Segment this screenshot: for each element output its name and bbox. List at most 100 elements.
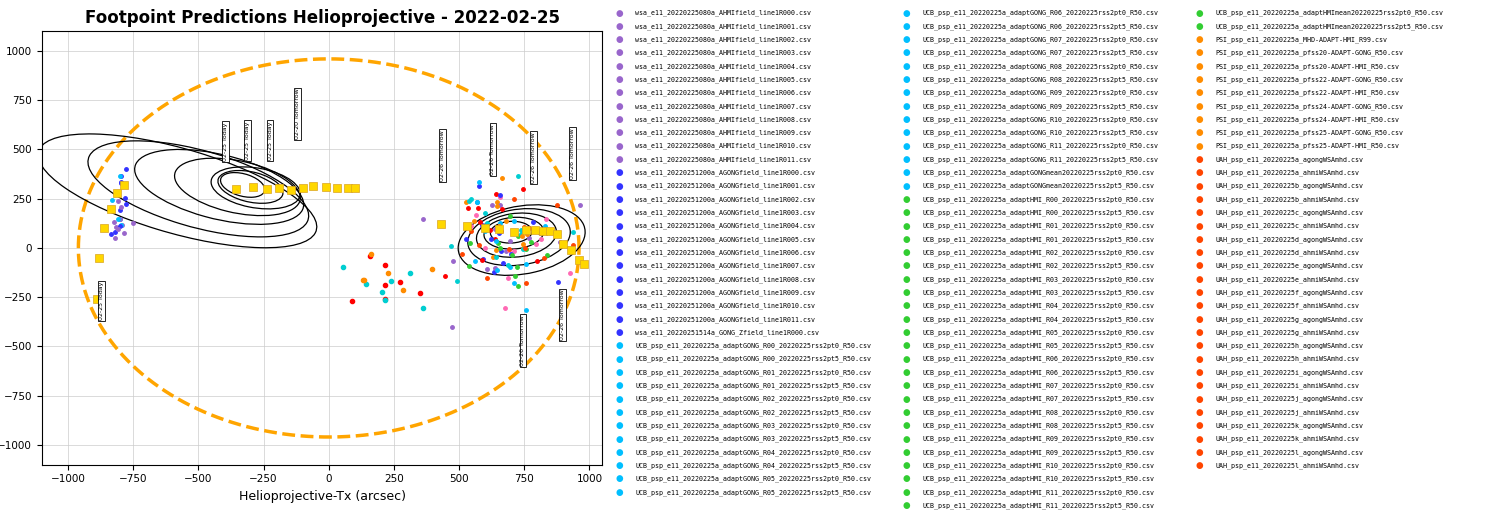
Text: ●: ● <box>1196 408 1203 417</box>
Text: ●: ● <box>903 235 910 244</box>
Text: UCB_psp_e11_20220225a_adaptGONG_R09_20220225rss2pt5_R50.csv: UCB_psp_e11_20220225a_adaptGONG_R09_2022… <box>922 103 1159 110</box>
Text: ●: ● <box>616 381 623 390</box>
Text: PSI_psp_e11_20220225a_pfss22-ADAPT-HMI_R50.csv: PSI_psp_e11_20220225a_pfss22-ADAPT-HMI_R… <box>1215 90 1399 96</box>
Text: ●: ● <box>903 168 910 177</box>
Text: wsa_e11_20220225080a_AHMIfield_line1R010.csv: wsa_e11_20220225080a_AHMIfield_line1R010… <box>635 143 812 149</box>
Text: UCB_psp_e11_20220225a_adaptHMI_R04_20220225rss2pt5_R50.csv: UCB_psp_e11_20220225a_adaptHMI_R04_20220… <box>922 316 1154 323</box>
Text: 02-25 Today: 02-25 Today <box>245 122 250 160</box>
Text: ●: ● <box>903 128 910 137</box>
Text: ●: ● <box>903 315 910 324</box>
Text: ●: ● <box>903 35 910 44</box>
Text: UCB_psp_e11_20220225a_adaptGONG_R05_20220225rss2pt5_R50.csv: UCB_psp_e11_20220225a_adaptGONG_R05_2022… <box>635 489 872 495</box>
Text: ●: ● <box>903 102 910 111</box>
Text: ●: ● <box>616 155 623 164</box>
Text: ●: ● <box>1196 195 1203 204</box>
Text: UCB_psp_e11_20220225a_adaptHMImean20220225rss2pt5_R50.csv: UCB_psp_e11_20220225a_adaptHMImean202202… <box>1215 23 1444 30</box>
Text: UAH_psp_e11_20220225d_agongWSAmhd.csv: UAH_psp_e11_20220225d_agongWSAmhd.csv <box>1215 236 1363 243</box>
Text: UCB_psp_e11_20220225a_adaptHMI_R01_20220225rss2pt5_R50.csv: UCB_psp_e11_20220225a_adaptHMI_R01_20220… <box>922 236 1154 243</box>
Text: UCB_psp_e11_20220225a_adaptGONGmean20220225rss2pt5_R50.csv: UCB_psp_e11_20220225a_adaptGONGmean20220… <box>922 183 1154 189</box>
Text: ●: ● <box>1196 102 1203 111</box>
Text: UCB_psp_e11_20220225a_adaptHMI_R00_20220225rss2pt5_R50.csv: UCB_psp_e11_20220225a_adaptHMI_R00_20220… <box>922 209 1154 216</box>
Text: ●: ● <box>1196 448 1203 457</box>
Text: ●: ● <box>903 301 910 311</box>
Text: ●: ● <box>903 195 910 204</box>
Text: UCB_psp_e11_20220225a_adaptHMI_R03_20220225rss2pt5_R50.csv: UCB_psp_e11_20220225a_adaptHMI_R03_20220… <box>922 289 1154 296</box>
Text: ●: ● <box>903 448 910 457</box>
Text: ●: ● <box>903 501 910 510</box>
Text: ●: ● <box>1196 128 1203 137</box>
Text: ●: ● <box>616 341 623 350</box>
Text: ●: ● <box>903 62 910 71</box>
Text: UCB_psp_e11_20220225a_adaptHMI_R10_20220225rss2pt5_R50.csv: UCB_psp_e11_20220225a_adaptHMI_R10_20220… <box>922 476 1154 482</box>
X-axis label: Helioprojective-Tx (arcsec): Helioprojective-Tx (arcsec) <box>239 490 405 503</box>
Text: UCB_psp_e11_20220225a_adaptGONG_R07_20220225rss2pt5_R50.csv: UCB_psp_e11_20220225a_adaptGONG_R07_2022… <box>922 50 1159 56</box>
Text: ●: ● <box>903 49 910 57</box>
Text: ●: ● <box>616 368 623 377</box>
Text: wsa_e11_20220251200a_AGONGfield_line1R005.csv: wsa_e11_20220251200a_AGONGfield_line1R00… <box>635 236 815 243</box>
Text: ●: ● <box>616 49 623 57</box>
Text: ●: ● <box>1196 221 1203 231</box>
Text: ●: ● <box>1196 461 1203 470</box>
Text: ●: ● <box>903 368 910 377</box>
Text: PSI_psp_e11_20220225a_pfss22-ADAPT-GONG_R50.csv: PSI_psp_e11_20220225a_pfss22-ADAPT-GONG_… <box>1215 76 1404 83</box>
Text: ●: ● <box>1196 248 1203 257</box>
Text: ●: ● <box>616 62 623 71</box>
Text: ●: ● <box>903 88 910 98</box>
Text: UCB_psp_e11_20220225a_adaptGONG_R00_20220225rss2pt5_R50.csv: UCB_psp_e11_20220225a_adaptGONG_R00_2022… <box>635 356 872 362</box>
Text: UAH_psp_e11_20220225c_agongWSAmhd.csv: UAH_psp_e11_20220225c_agongWSAmhd.csv <box>1215 209 1363 216</box>
Text: ●: ● <box>616 488 623 497</box>
Text: UAH_psp_e11_20220225k_ahmiWSAmhd.csv: UAH_psp_e11_20220225k_ahmiWSAmhd.csv <box>1215 436 1359 442</box>
Text: ●: ● <box>1196 288 1203 297</box>
Text: ●: ● <box>1196 22 1203 31</box>
Text: UCB_psp_e11_20220225a_adaptHMI_R09_20220225rss2pt5_R50.csv: UCB_psp_e11_20220225a_adaptHMI_R09_20220… <box>922 449 1154 456</box>
Text: ●: ● <box>1196 182 1203 191</box>
Text: UCB_psp_e11_20220225a_adaptGONG_R06_20220225rss2pt0_R50.csv: UCB_psp_e11_20220225a_adaptGONG_R06_2022… <box>922 10 1159 16</box>
Text: wsa_e11_20220225080a_AHMIfield_line1R001.csv: wsa_e11_20220225080a_AHMIfield_line1R001… <box>635 23 812 30</box>
Text: ●: ● <box>903 354 910 364</box>
Text: ●: ● <box>1196 262 1203 270</box>
Text: ●: ● <box>1196 115 1203 124</box>
Text: ●: ● <box>616 315 623 324</box>
Text: UCB_psp_e11_20220225a_adaptGONG_R06_20220225rss2pt5_R50.csv: UCB_psp_e11_20220225a_adaptGONG_R06_2022… <box>922 23 1159 30</box>
Text: PSI_psp_e11_20220225a_MHD-ADAPT-HMI_R99.csv: PSI_psp_e11_20220225a_MHD-ADAPT-HMI_R99.… <box>1215 37 1387 43</box>
Text: ●: ● <box>1196 354 1203 364</box>
Text: ●: ● <box>616 195 623 204</box>
Text: wsa_e11_20220225080a_AHMIfield_line1R006.csv: wsa_e11_20220225080a_AHMIfield_line1R006… <box>635 90 812 96</box>
Text: UAH_psp_e11_20220225h_ahmiWSAmhd.csv: UAH_psp_e11_20220225h_ahmiWSAmhd.csv <box>1215 356 1359 362</box>
Text: ●: ● <box>903 275 910 284</box>
Text: wsa_e11_20220225080a_AHMIfield_line1R011.csv: wsa_e11_20220225080a_AHMIfield_line1R011… <box>635 156 812 163</box>
Text: wsa_e11_20220225080a_AHMIfield_line1R002.csv: wsa_e11_20220225080a_AHMIfield_line1R002… <box>635 37 812 43</box>
Text: wsa_e11_20220251200a_AGONGfield_line1R008.csv: wsa_e11_20220251200a_AGONGfield_line1R00… <box>635 276 815 282</box>
Text: ●: ● <box>1196 88 1203 98</box>
Text: UCB_psp_e11_20220225a_adaptHMImean20220225rss2pt0_R50.csv: UCB_psp_e11_20220225a_adaptHMImean202202… <box>1215 10 1444 16</box>
Text: UCB_psp_e11_20220225a_adaptHMI_R00_20220225rss2pt0_R50.csv: UCB_psp_e11_20220225a_adaptHMI_R00_20220… <box>922 196 1154 203</box>
Text: ●: ● <box>616 102 623 111</box>
Text: UCB_psp_e11_20220225a_adaptGONG_R01_20220225rss2pt0_R50.csv: UCB_psp_e11_20220225a_adaptGONG_R01_2022… <box>635 369 872 376</box>
Text: UCB_psp_e11_20220225a_adaptGONG_R11_20220225rss2pt0_R50.csv: UCB_psp_e11_20220225a_adaptGONG_R11_2022… <box>922 143 1159 149</box>
Text: ●: ● <box>616 301 623 311</box>
Text: ●: ● <box>1196 208 1203 217</box>
Text: wsa_e11_20220251200a_AGONGfield_line1R007.csv: wsa_e11_20220251200a_AGONGfield_line1R00… <box>635 263 815 269</box>
Text: ●: ● <box>903 474 910 483</box>
Text: UAH_psp_e11_20220225e_ahmiWSAmhd.csv: UAH_psp_e11_20220225e_ahmiWSAmhd.csv <box>1215 276 1359 282</box>
Text: ●: ● <box>903 248 910 257</box>
Text: UCB_psp_e11_20220225a_adaptHMI_R11_20220225rss2pt0_R50.csv: UCB_psp_e11_20220225a_adaptHMI_R11_20220… <box>922 489 1154 495</box>
Text: ●: ● <box>1196 315 1203 324</box>
Text: UAH_psp_e11_20220225g_ahmiWSAmhd.csv: UAH_psp_e11_20220225g_ahmiWSAmhd.csv <box>1215 329 1359 336</box>
Text: UCB_psp_e11_20220225a_adaptHMI_R08_20220225rss2pt5_R50.csv: UCB_psp_e11_20220225a_adaptHMI_R08_20220… <box>922 422 1154 429</box>
Text: UAH_psp_e11_20220225i_agongWSAmhd.csv: UAH_psp_e11_20220225i_agongWSAmhd.csv <box>1215 369 1363 376</box>
Text: ●: ● <box>616 8 623 18</box>
Text: ●: ● <box>903 381 910 390</box>
Text: ●: ● <box>903 208 910 217</box>
Text: wsa_e11_20220225080a_AHMIfield_line1R003.csv: wsa_e11_20220225080a_AHMIfield_line1R003… <box>635 50 812 56</box>
Text: UAH_psp_e11_20220225h_agongWSAmhd.csv: UAH_psp_e11_20220225h_agongWSAmhd.csv <box>1215 342 1363 349</box>
Text: ●: ● <box>1196 155 1203 164</box>
Text: ●: ● <box>616 128 623 137</box>
Text: ●: ● <box>616 328 623 337</box>
Text: 02-26 Tomorrow: 02-26 Tomorrow <box>520 315 525 366</box>
Text: UCB_psp_e11_20220225a_adaptGONGmean20220225rss2pt0_R50.csv: UCB_psp_e11_20220225a_adaptGONGmean20220… <box>922 170 1154 176</box>
Text: UCB_psp_e11_20220225a_adaptGONG_R10_20220225rss2pt5_R50.csv: UCB_psp_e11_20220225a_adaptGONG_R10_2022… <box>922 129 1159 136</box>
Text: UCB_psp_e11_20220225a_adaptGONG_R02_20220225rss2pt5_R50.csv: UCB_psp_e11_20220225a_adaptGONG_R02_2022… <box>635 409 872 416</box>
Text: ●: ● <box>903 8 910 18</box>
Text: ●: ● <box>616 141 623 151</box>
